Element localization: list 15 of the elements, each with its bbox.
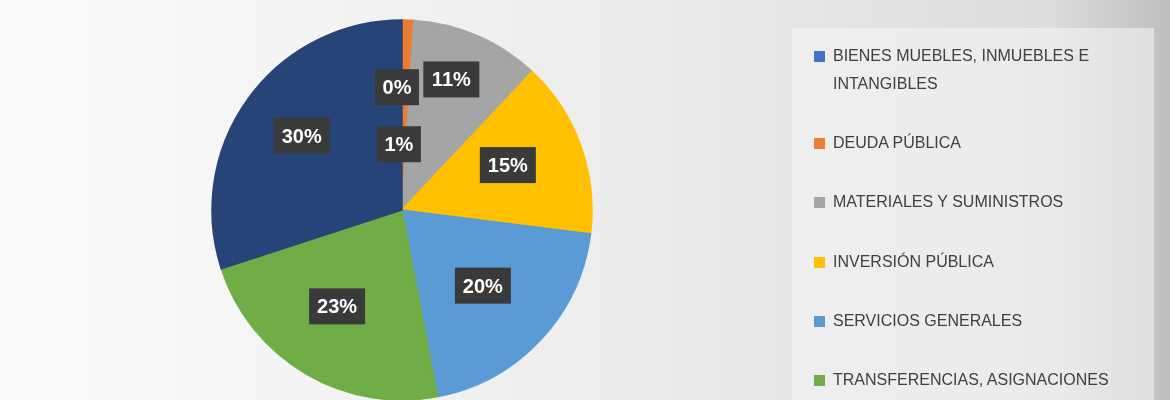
- data-label: 1%: [384, 133, 414, 156]
- data-label: 11%: [431, 68, 471, 91]
- legend-label: MATERIALES Y SUMINISTROS: [833, 192, 1065, 213]
- legend-label: DEUDA PÚBLICA: [833, 132, 963, 154]
- legend-label: INVERSIÓN PÚBLICA: [833, 251, 995, 272]
- legend-label: BIENES MUEBLES, INMUEBLES E INTANGIBLES: [833, 46, 1091, 94]
- pie-slice: [220, 209, 439, 400]
- pie-slice: [401, 209, 592, 398]
- data-label: 30%: [281, 124, 322, 147]
- data-label: 23%: [317, 295, 358, 318]
- data-label: 15%: [487, 154, 529, 177]
- text: 0%: [382, 76, 412, 99]
- legend-label: SERVICIOS GENERALES: [833, 310, 1024, 331]
- legend-label: TRANSFERENCIAS, ASIGNACIONES: [833, 369, 1110, 390]
- data-label: 20%: [462, 274, 504, 297]
